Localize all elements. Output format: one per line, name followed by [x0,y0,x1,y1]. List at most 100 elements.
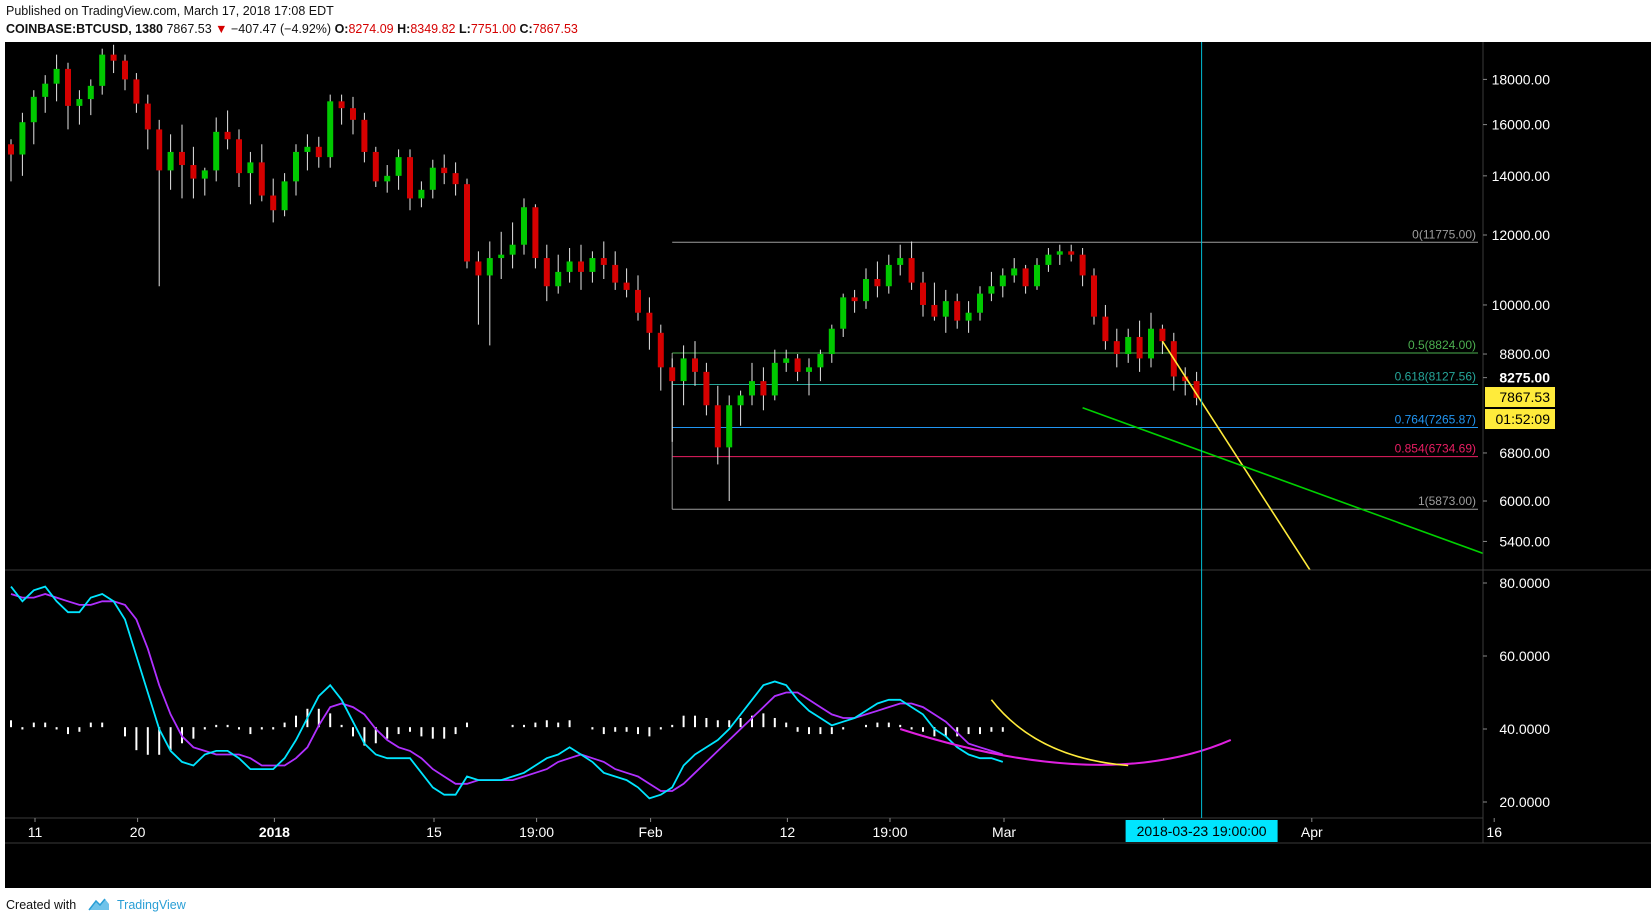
candle [167,134,174,190]
candle [657,324,664,391]
axes: 18000.00 16000.00 14000.00 12000.00 10000.00… [5,42,1651,844]
candle [1159,324,1166,355]
candle [749,362,755,406]
candle [144,94,151,150]
x-tick-label: 11 [28,824,43,840]
candle-body [475,261,482,276]
candle [669,358,676,442]
candle [110,44,117,74]
candle-body [258,162,265,196]
candle-body [247,162,254,174]
candle-body [669,367,676,382]
candle [247,151,254,205]
candle [1148,312,1154,368]
candle-body [1136,336,1143,359]
tradingview-brand[interactable]: TradingView [117,898,186,912]
candle [1022,264,1029,294]
candle [224,110,231,150]
candle [498,231,505,280]
candle [817,349,824,382]
candle [760,367,767,411]
fib-level-label: 1(5873.00) [1418,494,1476,508]
candle-body [179,151,185,166]
candle-body [429,167,436,190]
candle [555,254,562,294]
candle-body [1148,328,1154,359]
candle [863,268,869,309]
candle [65,62,71,130]
x-tick-label: 20 [130,824,146,840]
candle-body [99,54,106,86]
candle-body [338,101,345,109]
y-tick-label: 6800.00 [1499,445,1550,461]
candle-body [418,189,425,199]
symbol-label: COINBASE:BTCUSD, 1380 [6,22,163,36]
candle [543,244,550,302]
candle [395,149,402,190]
chart-footer: Created with TradingView [0,888,1651,924]
candle [851,289,858,313]
candle [429,159,436,199]
candle-body [897,258,904,265]
candle [1068,244,1075,262]
candle-body [452,173,459,185]
candle-body [931,304,938,317]
last-price-tag-text: 7867.53 [1499,389,1550,405]
candle-body [384,175,391,182]
candle-body [65,68,71,106]
oscillator-pane [10,585,1232,800]
candle-body [1011,268,1018,276]
candle [464,178,470,269]
candle-body [680,358,687,382]
candle-body [566,261,573,272]
candle-body [281,181,288,211]
candle [315,136,322,168]
x-tick-label: 19:00 [872,824,907,840]
candle-body [224,131,231,140]
candle-body [498,254,505,259]
candle-body [600,258,607,265]
candle-body [1022,268,1029,287]
candle [806,358,812,396]
ohlc-legend: COINBASE:BTCUSD, 1380 7867.53 ▼ −407.47 … [6,22,578,36]
close-label: C: [519,22,533,36]
candle-body [692,358,698,372]
candle-body [201,170,208,179]
candle-body [144,103,151,130]
candle [988,271,995,302]
candle [794,354,801,382]
candle [258,144,265,202]
candle-body [714,405,721,448]
candle [201,167,208,196]
candle [521,198,527,255]
candle [1193,371,1200,406]
candle [532,204,539,269]
published-note: Published on TradingView.com, March 17, … [6,4,334,18]
y-tick-label: 8800.00 [1499,346,1550,362]
chart-canvas[interactable]: 0(11775.00) 0.5(8824.00) 0.618(8127.56) 0.7… [5,42,1651,888]
close-value: 7867.53 [532,22,578,36]
candle-body [1091,275,1097,317]
candle-body [589,258,596,272]
candle [42,75,49,113]
candle-body [53,68,60,84]
candle [1056,244,1063,265]
candle-body [874,279,881,287]
candle-body [532,207,539,259]
candle [418,181,425,208]
candle-body [315,146,322,158]
oscillator-yellow-curve [990,699,1129,767]
candle-body [737,395,744,406]
candle [920,271,926,317]
candle [874,261,881,298]
candle [338,94,345,125]
x-tick-label: 19:00 [519,824,554,840]
candle-body [1182,376,1189,382]
candle-body [977,293,983,313]
candle [600,241,607,280]
last-price-tag [1485,387,1555,408]
candle [1102,304,1109,350]
chart-area[interactable]: 0(11775.00) 0.5(8824.00) 0.618(8127.56) 0.7… [5,42,1651,888]
candle-body [885,264,892,287]
candle-body [646,312,653,333]
